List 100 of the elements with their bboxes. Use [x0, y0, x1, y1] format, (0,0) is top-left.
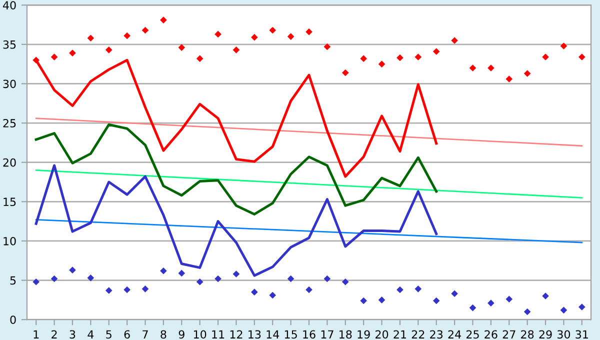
x-tick-label: 14 [266, 330, 280, 338]
x-tick-label: 9 [178, 330, 184, 339]
x-tick-label: 13 [248, 330, 261, 339]
y-tick-label: 15 [4, 198, 16, 206]
y-tick-label: 20 [3, 158, 16, 167]
point [451, 37, 458, 44]
x-tick-label: 17 [321, 330, 334, 338]
point [196, 278, 204, 286]
x-tick-label: 21 [394, 330, 406, 338]
point [324, 275, 331, 282]
point [87, 274, 94, 282]
x-tick-label: 24 [448, 330, 461, 338]
x-tick-label: 7 [142, 330, 148, 338]
x-tick-label: 4 [88, 330, 94, 338]
point [69, 50, 76, 56]
line-series [34, 164, 438, 277]
x-tick-label: 10 [194, 330, 206, 339]
point [451, 290, 458, 298]
point [469, 64, 476, 72]
point [542, 54, 549, 60]
point [488, 64, 494, 72]
point [306, 286, 312, 294]
point [578, 304, 586, 310]
point [232, 270, 240, 278]
point [142, 26, 149, 34]
y-tick-label: 25 [3, 119, 16, 128]
point [269, 26, 276, 34]
point [506, 76, 513, 82]
y-tick-label: 30 [3, 80, 16, 88]
x-tick-label: 20 [376, 330, 388, 339]
y-tick-label: 40 [2, 1, 16, 10]
x-tick-label: 29 [539, 330, 552, 339]
point [506, 296, 513, 303]
point [414, 54, 422, 60]
y-tick-label: 10 [4, 236, 16, 246]
x-tick-label: 18 [340, 330, 352, 339]
point [432, 297, 440, 304]
point [378, 296, 386, 304]
point [105, 287, 112, 294]
x-tick-label: 27 [502, 330, 516, 338]
x-tick-label: 25 [466, 330, 479, 339]
point [342, 278, 349, 286]
point [251, 288, 258, 296]
point [50, 54, 58, 60]
point [196, 55, 204, 62]
point [360, 55, 367, 62]
point [560, 306, 568, 314]
point [50, 275, 58, 282]
point [251, 34, 258, 41]
x-tick-label: 23 [430, 330, 443, 339]
point [124, 286, 130, 294]
point [396, 286, 404, 294]
point [287, 275, 294, 282]
point [524, 308, 531, 316]
point [306, 28, 312, 36]
point [287, 33, 294, 40]
point [269, 292, 276, 299]
x-tick-label: 6 [124, 330, 130, 339]
point [378, 60, 386, 68]
point [178, 44, 186, 51]
point [32, 278, 40, 286]
y-tick-label: 5 [10, 276, 16, 285]
x-tick-label: 30 [557, 330, 570, 339]
x-tick-label: 1 [34, 330, 39, 338]
x-tick-label: 26 [484, 330, 498, 339]
x-tick-label: 8 [160, 330, 166, 339]
point [214, 275, 222, 282]
x-tick-label: 5 [106, 330, 112, 339]
point [396, 54, 404, 62]
point [160, 16, 167, 24]
point [414, 286, 422, 292]
x-tick-label: 28 [521, 330, 534, 339]
point [124, 32, 130, 40]
point [360, 297, 367, 304]
point [160, 267, 167, 274]
point [142, 286, 149, 292]
x-tick-label: 19 [358, 330, 370, 339]
point [178, 270, 186, 277]
point [560, 42, 568, 50]
point [488, 300, 494, 306]
point [578, 54, 586, 60]
point [324, 43, 331, 50]
point [342, 69, 349, 76]
x-tick-label: 31 [576, 330, 588, 339]
point [542, 292, 549, 300]
line-series [34, 123, 438, 216]
x-tick-label: 2 [52, 330, 57, 338]
point [432, 48, 440, 55]
point [105, 46, 112, 54]
point [232, 46, 240, 54]
point [69, 266, 76, 274]
point [214, 30, 222, 38]
x-tick-label: 15 [284, 330, 297, 339]
y-tick-label: 35 [3, 40, 16, 49]
x-tick-label: 11 [212, 330, 224, 338]
x-tick-label: 12 [230, 330, 242, 338]
y-tick-label: 0 [10, 316, 16, 324]
x-tick-label: 16 [303, 330, 316, 339]
point [524, 70, 531, 77]
x-tick-label: 22 [412, 330, 424, 338]
